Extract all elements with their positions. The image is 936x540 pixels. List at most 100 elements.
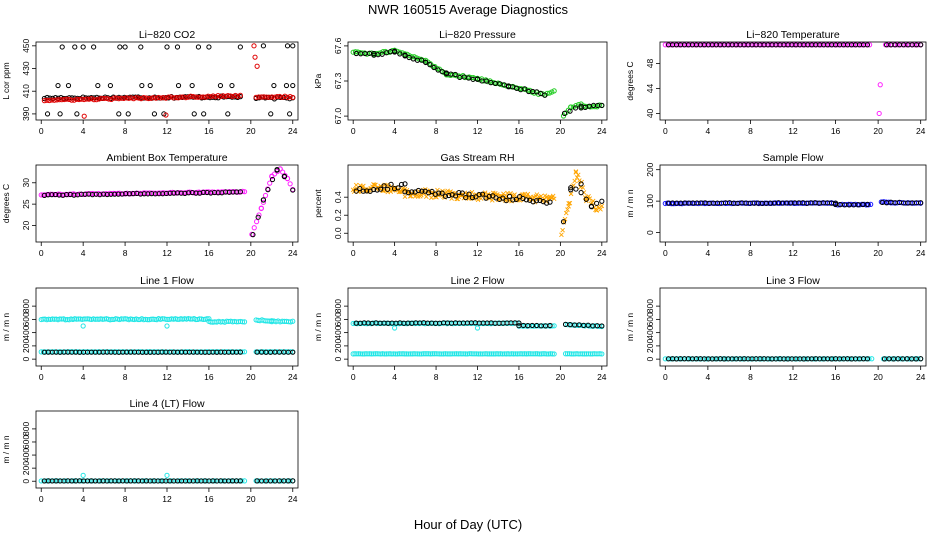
data-point xyxy=(512,192,517,197)
y-axis-label: degrees C xyxy=(625,61,635,100)
data-point xyxy=(783,42,789,48)
x-tick-label: 8 xyxy=(123,248,128,258)
data-point xyxy=(402,194,408,199)
data-point xyxy=(353,182,359,188)
data-point xyxy=(847,356,853,362)
y-tick-label: 0.0 xyxy=(333,227,343,239)
x-tick-label: 12 xyxy=(162,248,172,258)
data-point xyxy=(54,97,60,103)
data-point xyxy=(49,97,55,103)
data-point xyxy=(155,94,162,101)
data-point xyxy=(116,111,122,117)
data-point xyxy=(188,93,194,99)
x-tick-label: 20 xyxy=(246,126,256,136)
y-tick-label: 0.4 xyxy=(333,191,343,203)
data-point xyxy=(811,356,817,362)
data-point xyxy=(431,64,437,71)
data-point xyxy=(512,351,519,357)
data-point xyxy=(424,351,430,357)
data-point xyxy=(751,42,757,48)
data-point xyxy=(232,92,238,99)
series-pressure-black xyxy=(353,48,605,116)
data-point xyxy=(530,199,536,205)
data-point xyxy=(290,94,296,101)
data-point xyxy=(687,356,693,362)
data-point xyxy=(500,195,506,201)
data-point xyxy=(550,193,556,199)
data-point xyxy=(483,78,489,84)
data-point xyxy=(115,191,121,197)
y-tick-label: 100 xyxy=(645,194,655,208)
x-tick-label: 12 xyxy=(473,248,483,258)
data-point xyxy=(494,351,500,357)
data-point xyxy=(66,96,72,103)
data-point xyxy=(96,96,102,102)
data-point xyxy=(599,102,605,108)
data-point xyxy=(803,356,809,362)
data-point xyxy=(668,356,674,362)
y-tick-label: 200 xyxy=(21,339,31,353)
data-point xyxy=(509,351,515,357)
x-tick-label: 4 xyxy=(81,494,86,504)
data-point xyxy=(516,320,522,326)
data-point xyxy=(147,82,153,89)
y-tick-label: 0 xyxy=(645,230,655,235)
x-tick-label: 20 xyxy=(556,248,566,258)
plot-frame xyxy=(35,410,299,489)
data-point xyxy=(123,95,129,101)
data-point xyxy=(482,190,488,196)
data-point xyxy=(251,43,257,49)
data-point xyxy=(394,351,401,357)
data-point xyxy=(279,94,285,101)
data-point xyxy=(457,351,463,357)
x-tick-label: 24 xyxy=(916,372,926,382)
x-tick-label: 16 xyxy=(204,494,214,504)
y-tick-label: 0 xyxy=(333,357,343,362)
y-tick-label: 67.3 xyxy=(333,72,343,89)
data-point xyxy=(395,185,401,191)
data-point xyxy=(260,199,267,205)
data-point xyxy=(599,351,605,357)
data-point xyxy=(507,351,513,357)
data-point xyxy=(290,43,296,49)
data-point xyxy=(477,351,484,357)
data-point xyxy=(160,95,167,101)
data-point xyxy=(367,351,373,357)
data-point xyxy=(510,197,516,203)
y-tick-label: 0 xyxy=(21,479,31,484)
data-point xyxy=(253,94,259,100)
x-tick-label: 24 xyxy=(288,494,298,504)
series-co2-red xyxy=(41,92,296,104)
data-point xyxy=(450,351,456,357)
data-point xyxy=(225,111,231,117)
plot-frame xyxy=(659,287,927,367)
data-point xyxy=(743,42,749,48)
data-point xyxy=(442,193,449,199)
data-point xyxy=(463,351,469,357)
data-point xyxy=(409,351,415,357)
panel-10: Line 4 (LT) Flow 0 4 8 12 16 20 24 0 200400600800… xyxy=(1,398,299,504)
series-box-magenta xyxy=(38,166,296,237)
data-point xyxy=(446,351,452,357)
data-point xyxy=(573,186,579,192)
panel-title: Gas Stream RH xyxy=(440,152,514,164)
x-tick-label: 0 xyxy=(351,372,356,382)
x-tick-label: 20 xyxy=(556,126,566,136)
data-point xyxy=(561,110,568,116)
data-point xyxy=(775,356,781,362)
data-point xyxy=(121,95,127,102)
x-tick-label: 0 xyxy=(39,126,44,136)
data-point xyxy=(125,111,131,117)
data-point xyxy=(138,96,144,102)
data-point xyxy=(271,94,278,100)
data-point xyxy=(864,42,871,48)
data-point xyxy=(565,207,570,212)
y-tick-label: 800 xyxy=(333,299,343,313)
x-tick-label: 16 xyxy=(831,248,841,258)
data-point xyxy=(485,351,491,357)
data-point xyxy=(93,97,100,103)
data-point xyxy=(106,478,112,484)
data-point xyxy=(164,472,170,478)
x-tick-label: 24 xyxy=(597,126,607,136)
data-point xyxy=(443,70,450,76)
